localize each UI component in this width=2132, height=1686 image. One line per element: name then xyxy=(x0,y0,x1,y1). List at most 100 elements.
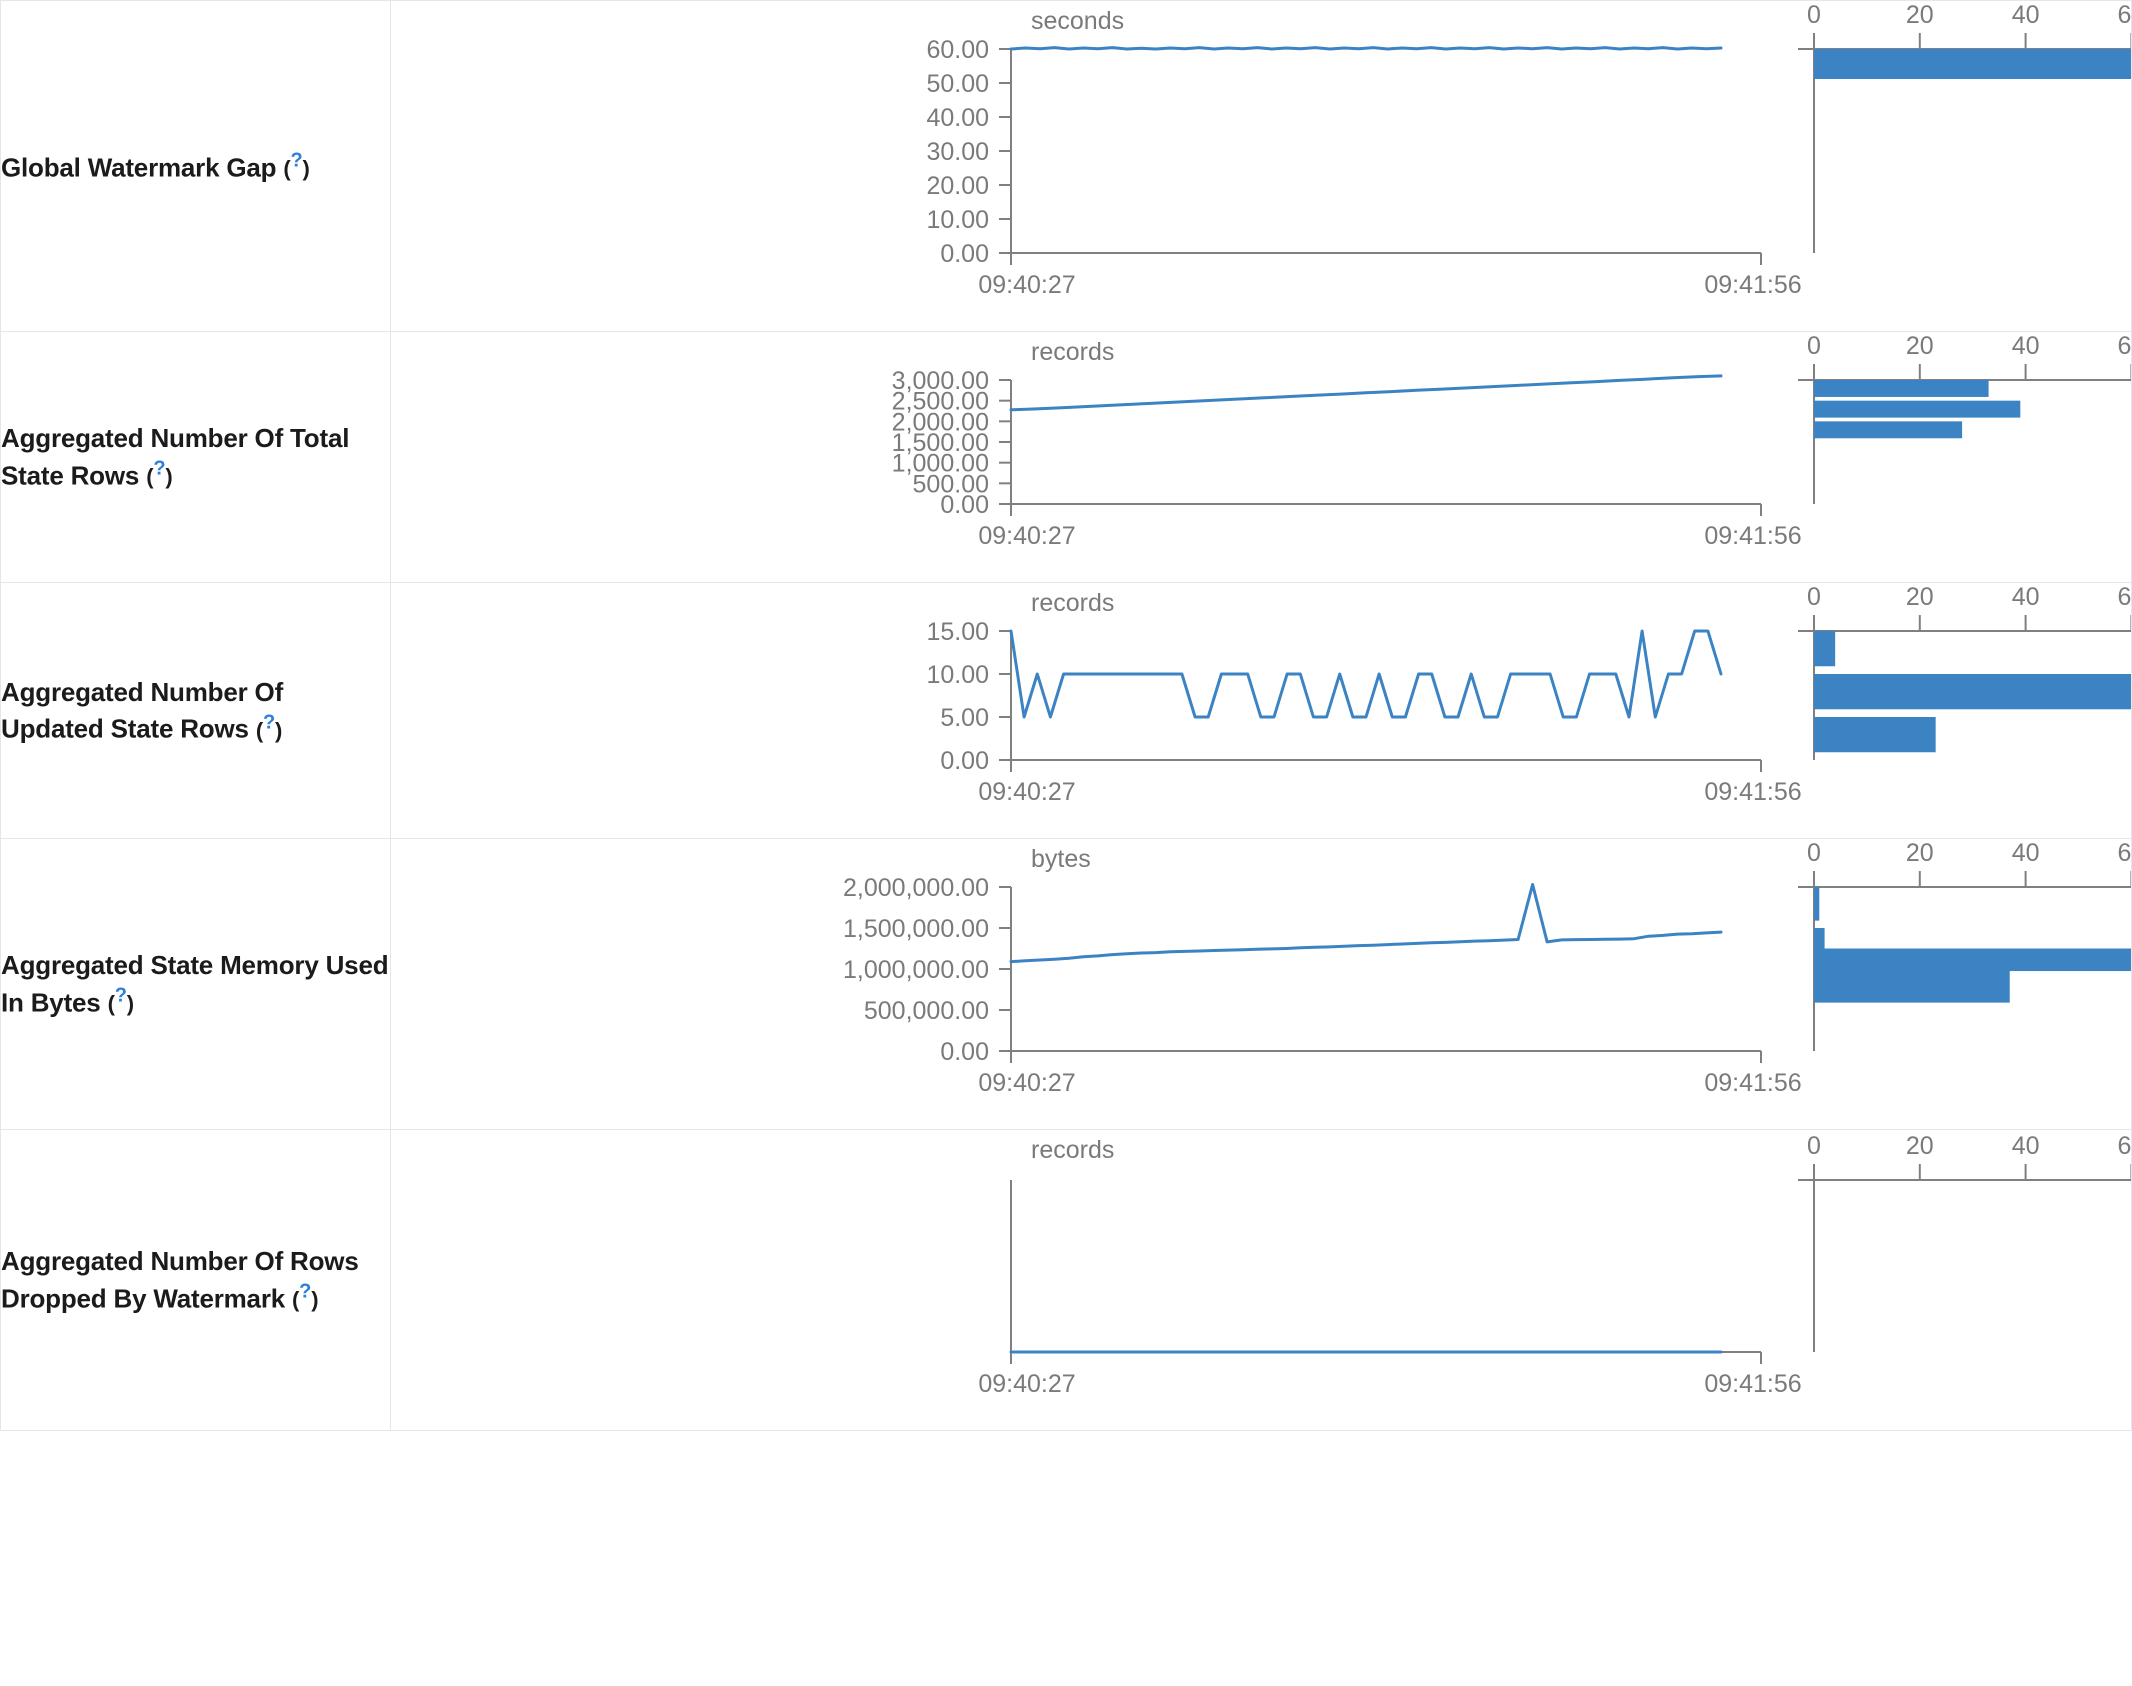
histogram-x-tick-label: 40 xyxy=(2012,839,2040,867)
histogram-x-tick-label: 0 xyxy=(1807,1132,1821,1160)
metric-charts-svg[interactable]: records 15.00 10.00 5.00 0.00 09:40:27 09:41:5… xyxy=(391,583,2131,838)
timeline-y-tick-label: 20.00 xyxy=(926,172,989,200)
help-paren-close: ) xyxy=(165,464,173,490)
help-tooltip-trigger[interactable]: (?) xyxy=(292,1280,319,1313)
histogram-x-tick-label: 0 xyxy=(1807,839,1821,867)
timeline-y-tick-label: 1,500.00 xyxy=(892,429,989,457)
metric-name-text: Aggregated Number Of Rows Dropped By Wat… xyxy=(1,1246,359,1314)
timeline-x-end-label: 09:41:56 xyxy=(1704,1069,1801,1097)
timeline-series-line xyxy=(1009,883,1723,964)
metric-name-text: Aggregated Number Of Updated State Rows xyxy=(1,676,284,744)
histogram-bar[interactable] xyxy=(1814,969,2010,1003)
timeline-y-tick-label: 0.00 xyxy=(940,240,989,268)
help-paren-open: ( xyxy=(146,464,154,490)
timeline-y-tick-label: 60.00 xyxy=(926,36,989,64)
histogram-x-tick-label: 60 xyxy=(2117,583,2131,611)
histogram-x-tick-label: 20 xyxy=(1906,1132,1934,1160)
histogram-bar[interactable] xyxy=(1814,380,1989,397)
timeline-y-tick-label: 10.00 xyxy=(926,206,989,234)
timeline-y-tick-label: 2,000,000.00 xyxy=(843,874,989,902)
histogram-bar[interactable] xyxy=(1814,928,1825,962)
timeline-series-line xyxy=(1009,374,1723,412)
help-paren-close: ) xyxy=(302,156,310,182)
timeline-x-end-label: 09:41:56 xyxy=(1704,778,1801,806)
stats-table-body: Global Watermark Gap (?) seconds 60.00 50.0… xyxy=(0,0,2132,1431)
timeline-y-tick-label: 500,000.00 xyxy=(864,997,989,1025)
histogram-bar[interactable] xyxy=(1814,674,2131,710)
timeline-y-tick-label: 0.00 xyxy=(940,747,989,775)
metric-name-label: Aggregated State Memory Used In Bytes (?… xyxy=(1,948,390,1019)
histogram-x-tick-label: 20 xyxy=(1906,583,1934,611)
help-tooltip-trigger[interactable]: (?) xyxy=(283,149,310,182)
table-row: Aggregated Number Of Rows Dropped By Wat… xyxy=(0,1129,2132,1431)
metric-name-text: Global Watermark Gap xyxy=(1,152,277,183)
histogram-bar[interactable] xyxy=(1814,631,1836,667)
help-paren-close: ) xyxy=(126,991,134,1017)
help-question-icon[interactable]: ? xyxy=(153,457,166,480)
histogram-x-tick-label: 40 xyxy=(2012,583,2040,611)
timeline-series-line xyxy=(1009,629,1723,719)
timeline-unit-label: records xyxy=(1031,589,1114,617)
timeline-x-start-label: 09:40:27 xyxy=(978,778,1075,806)
table-row: Aggregated Number Of Updated State Rows … xyxy=(0,582,2132,839)
metric-name-cell: Aggregated Number Of Updated State Rows … xyxy=(0,582,391,839)
help-tooltip-trigger[interactable]: (?) xyxy=(256,711,283,744)
histogram-x-tick-label: 20 xyxy=(1906,332,1934,360)
timeline-y-tick-label: 15.00 xyxy=(926,618,989,646)
timeline-unit-label: seconds xyxy=(1031,7,1124,35)
metric-name-text: Aggregated State Memory Used In Bytes xyxy=(1,950,389,1018)
histogram-x-tick-label: 20 xyxy=(1906,839,1934,867)
metric-charts-svg[interactable]: records 3,000.002,500.002,000.001,500.001… xyxy=(391,332,2131,582)
timeline-unit-label: records xyxy=(1031,1136,1114,1164)
timeline-unit-label: bytes xyxy=(1031,845,1091,873)
help-question-icon[interactable]: ? xyxy=(290,149,303,172)
timeline-y-tick-label: 50.00 xyxy=(926,70,989,98)
timeline-y-tick-label: 1,000.00 xyxy=(892,450,989,478)
metric-name-label: Aggregated Number Of Updated State Rows … xyxy=(1,675,390,746)
histogram-x-tick-label: 0 xyxy=(1807,1,1821,29)
help-question-icon[interactable]: ? xyxy=(262,711,275,734)
timeline-y-tick-label: 3,000.00 xyxy=(892,367,989,395)
timeline-x-end-label: 09:41:56 xyxy=(1704,271,1801,299)
histogram-bar[interactable] xyxy=(1814,49,2131,79)
metric-charts-svg[interactable]: bytes 2,000,000.00 1,500,000.00 1,000,000.0… xyxy=(391,839,2131,1129)
timeline-y-tick-label: 500.00 xyxy=(913,470,989,498)
histogram-bar[interactable] xyxy=(1814,887,1820,921)
table-row: Aggregated Number Of Total State Rows (?… xyxy=(0,331,2132,583)
metric-visualization-cell: records 15.00 10.00 5.00 0.00 09:40:27 09:41:5… xyxy=(390,582,2132,839)
metric-name-cell: Global Watermark Gap (?) xyxy=(0,0,391,332)
histogram-x-tick-label: 60 xyxy=(2117,332,2131,360)
help-question-icon[interactable]: ? xyxy=(114,984,127,1007)
metric-name-label: Global Watermark Gap (?) xyxy=(1,148,390,185)
timeline-y-tick-label: 10.00 xyxy=(926,661,989,689)
help-paren-open: ( xyxy=(283,156,291,182)
help-question-icon[interactable]: ? xyxy=(299,1280,312,1303)
table-row: Global Watermark Gap (?) seconds 60.00 50.0… xyxy=(0,0,2132,332)
metric-charts-svg[interactable]: seconds 60.00 50.00 40.00 30.00 20.00 10.00 0.0… xyxy=(391,1,2131,331)
help-tooltip-trigger[interactable]: (?) xyxy=(107,984,135,1017)
metric-name-label: Aggregated Number Of Total State Rows (?… xyxy=(1,421,390,492)
histogram-bar[interactable] xyxy=(1814,421,1963,439)
histogram-bar[interactable] xyxy=(1814,717,1936,753)
timeline-x-end-label: 09:41:56 xyxy=(1704,1370,1801,1398)
metric-visualization-cell: records09:40:2709:41:56020406080100#batc… xyxy=(390,1129,2132,1431)
help-paren-close: ) xyxy=(311,1287,319,1313)
timeline-y-tick-label: 40.00 xyxy=(926,104,989,132)
table-row: Aggregated State Memory Used In Bytes (?… xyxy=(0,838,2132,1130)
timeline-x-start-label: 09:40:27 xyxy=(978,1370,1075,1398)
histogram-x-tick-label: 0 xyxy=(1807,583,1821,611)
help-paren-open: ( xyxy=(107,991,115,1017)
timeline-y-tick-label: 2,500.00 xyxy=(892,388,989,416)
histogram-x-tick-label: 40 xyxy=(2012,332,2040,360)
metric-name-text: Aggregated Number Of Total State Rows xyxy=(1,423,350,491)
histogram-x-tick-label: 40 xyxy=(2012,1,2040,29)
timeline-x-start-label: 09:40:27 xyxy=(978,522,1075,550)
help-tooltip-trigger[interactable]: (?) xyxy=(146,457,173,490)
timeline-series-line xyxy=(1009,46,1723,51)
metric-visualization-cell: seconds 60.00 50.00 40.00 30.00 20.00 10.00 0.0… xyxy=(390,0,2132,332)
timeline-unit-label: records xyxy=(1031,338,1114,366)
histogram-bar[interactable] xyxy=(1814,400,2021,418)
metric-charts-svg[interactable]: records09:40:2709:41:56020406080100#batc… xyxy=(391,1130,2131,1430)
timeline-y-tick-label: 30.00 xyxy=(926,138,989,166)
histogram-bar[interactable] xyxy=(1814,948,2131,972)
